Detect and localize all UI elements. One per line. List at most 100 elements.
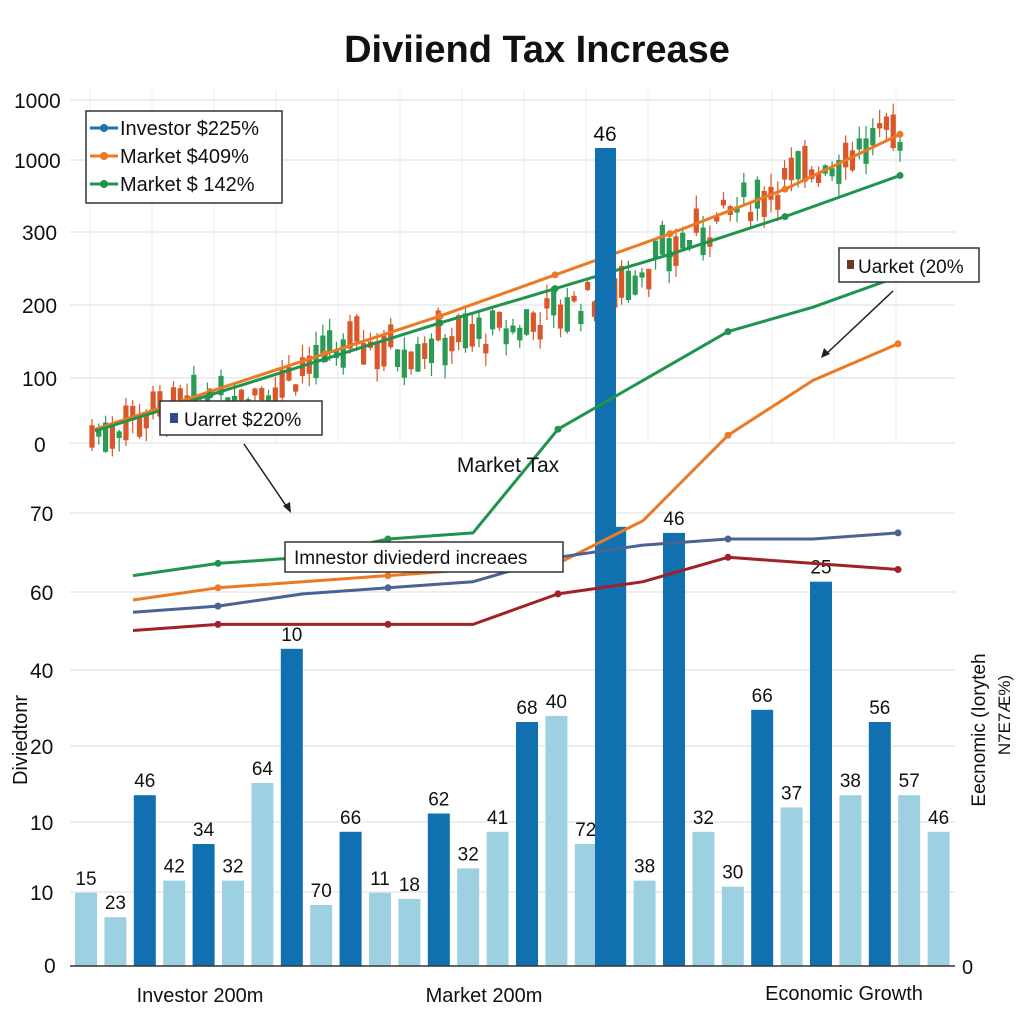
legend-label: Market $409% <box>120 146 249 168</box>
candle-body <box>218 375 224 396</box>
bar <box>75 892 97 966</box>
bottom-y-ticks: 70 60 40 20 10 10 0 <box>30 503 56 978</box>
candle-body <box>734 206 740 213</box>
x-category-label: Economic Growth <box>765 983 923 1005</box>
candle-body <box>354 316 360 342</box>
candle-body <box>659 224 665 255</box>
candle-body <box>788 157 794 181</box>
x-category-label: Market 200m <box>426 985 543 1007</box>
top-y-tick: 1000 <box>14 90 61 113</box>
candle-body <box>109 422 115 449</box>
top-series-point <box>321 355 329 363</box>
candle-body <box>517 327 523 341</box>
bottom-series-point <box>384 584 392 592</box>
bar <box>692 831 715 966</box>
candle-body <box>836 160 842 184</box>
candle-body <box>680 232 686 249</box>
top-series-point <box>666 250 674 258</box>
candle-body <box>401 349 407 378</box>
legend-label: Investor $225% <box>120 118 259 140</box>
candle-body <box>523 309 530 335</box>
candle-body <box>748 211 754 222</box>
right-axis-zero: 0 <box>962 957 973 979</box>
candle-body <box>849 150 856 171</box>
candle-body <box>265 395 272 401</box>
candle-body <box>877 123 883 129</box>
bottom-series-point <box>384 535 392 543</box>
annotation-arrow <box>823 290 894 357</box>
bottom-series-point <box>554 590 562 598</box>
top-series-point <box>551 285 559 293</box>
candle-body <box>815 173 822 184</box>
bar <box>751 709 774 966</box>
bar-value-label: 34 <box>193 820 215 841</box>
candle-body <box>652 240 659 260</box>
top-y-ticks: 1000 1000 300 200 100 0 <box>14 90 61 457</box>
bar-value-label: 38 <box>634 857 655 878</box>
bottom-y-tick: 60 <box>30 582 53 605</box>
candle-body <box>795 151 801 180</box>
candle-body <box>686 240 693 248</box>
bar-value-label: 15 <box>75 869 96 890</box>
bar <box>251 783 274 966</box>
bottom-y-tick: 40 <box>30 660 53 683</box>
bottom-series-line <box>132 275 899 578</box>
bottom-series-point <box>894 566 902 573</box>
top-series-point <box>896 130 904 138</box>
candle-body <box>490 310 496 330</box>
candle-body <box>781 167 788 180</box>
top-series-point <box>781 185 789 193</box>
candle-body <box>890 114 896 149</box>
bottom-series-point <box>894 340 902 348</box>
candle-body <box>456 315 462 343</box>
candle-body <box>802 145 808 182</box>
bar <box>839 795 862 966</box>
candle-body <box>530 312 536 332</box>
bar-value-label: 10 <box>281 625 302 646</box>
bottom-series-point <box>724 431 732 439</box>
candle-body <box>374 341 380 370</box>
candle-body <box>476 317 482 339</box>
bar-value-label: 64 <box>252 759 274 780</box>
legend-box <box>85 110 283 204</box>
candle-body <box>442 337 448 366</box>
top-legend: Investor $225% Market $409% Market $ 142… <box>85 110 283 204</box>
candle-body <box>327 330 333 353</box>
annotation-box <box>159 400 323 436</box>
bar <box>868 722 891 966</box>
bar-value-label: 56 <box>869 698 890 719</box>
top-series-point <box>781 213 789 221</box>
annotation-swatch <box>847 260 854 269</box>
bar-value-label: 11 <box>370 869 390 890</box>
candle-body <box>571 295 577 302</box>
candle-body <box>578 311 584 325</box>
bottom-series-point <box>724 535 732 543</box>
bottom-y-tick: 0 <box>44 955 56 978</box>
legend-item: Market $ 142% <box>90 174 255 196</box>
bar <box>369 892 391 966</box>
annotation-swatch <box>170 413 178 423</box>
bar-value-label: 46 <box>134 771 155 792</box>
candle-body <box>293 384 299 392</box>
candle-body <box>829 168 835 177</box>
candle-body <box>449 336 455 352</box>
annotation-box <box>838 247 980 283</box>
candle-body <box>272 387 278 408</box>
bar <box>780 807 803 966</box>
bottom-series-point <box>384 572 392 580</box>
candle-body <box>130 405 136 420</box>
bar-value-label: 42 <box>164 857 185 878</box>
top-series-line <box>94 174 901 433</box>
annotation-text: Imnestor diviederd increaes <box>294 548 527 569</box>
bar-value-label: 46 <box>928 808 949 829</box>
candle-body <box>102 422 109 452</box>
candle-body <box>843 142 849 168</box>
legend-item: Market $409% <box>90 146 249 168</box>
bar-value-label: 25 <box>810 558 831 579</box>
candle-body <box>252 388 258 396</box>
bottom-y-tick: 10 <box>30 812 53 835</box>
bottom-series-point <box>214 584 222 592</box>
candle-body <box>483 343 489 354</box>
bar <box>427 813 450 966</box>
